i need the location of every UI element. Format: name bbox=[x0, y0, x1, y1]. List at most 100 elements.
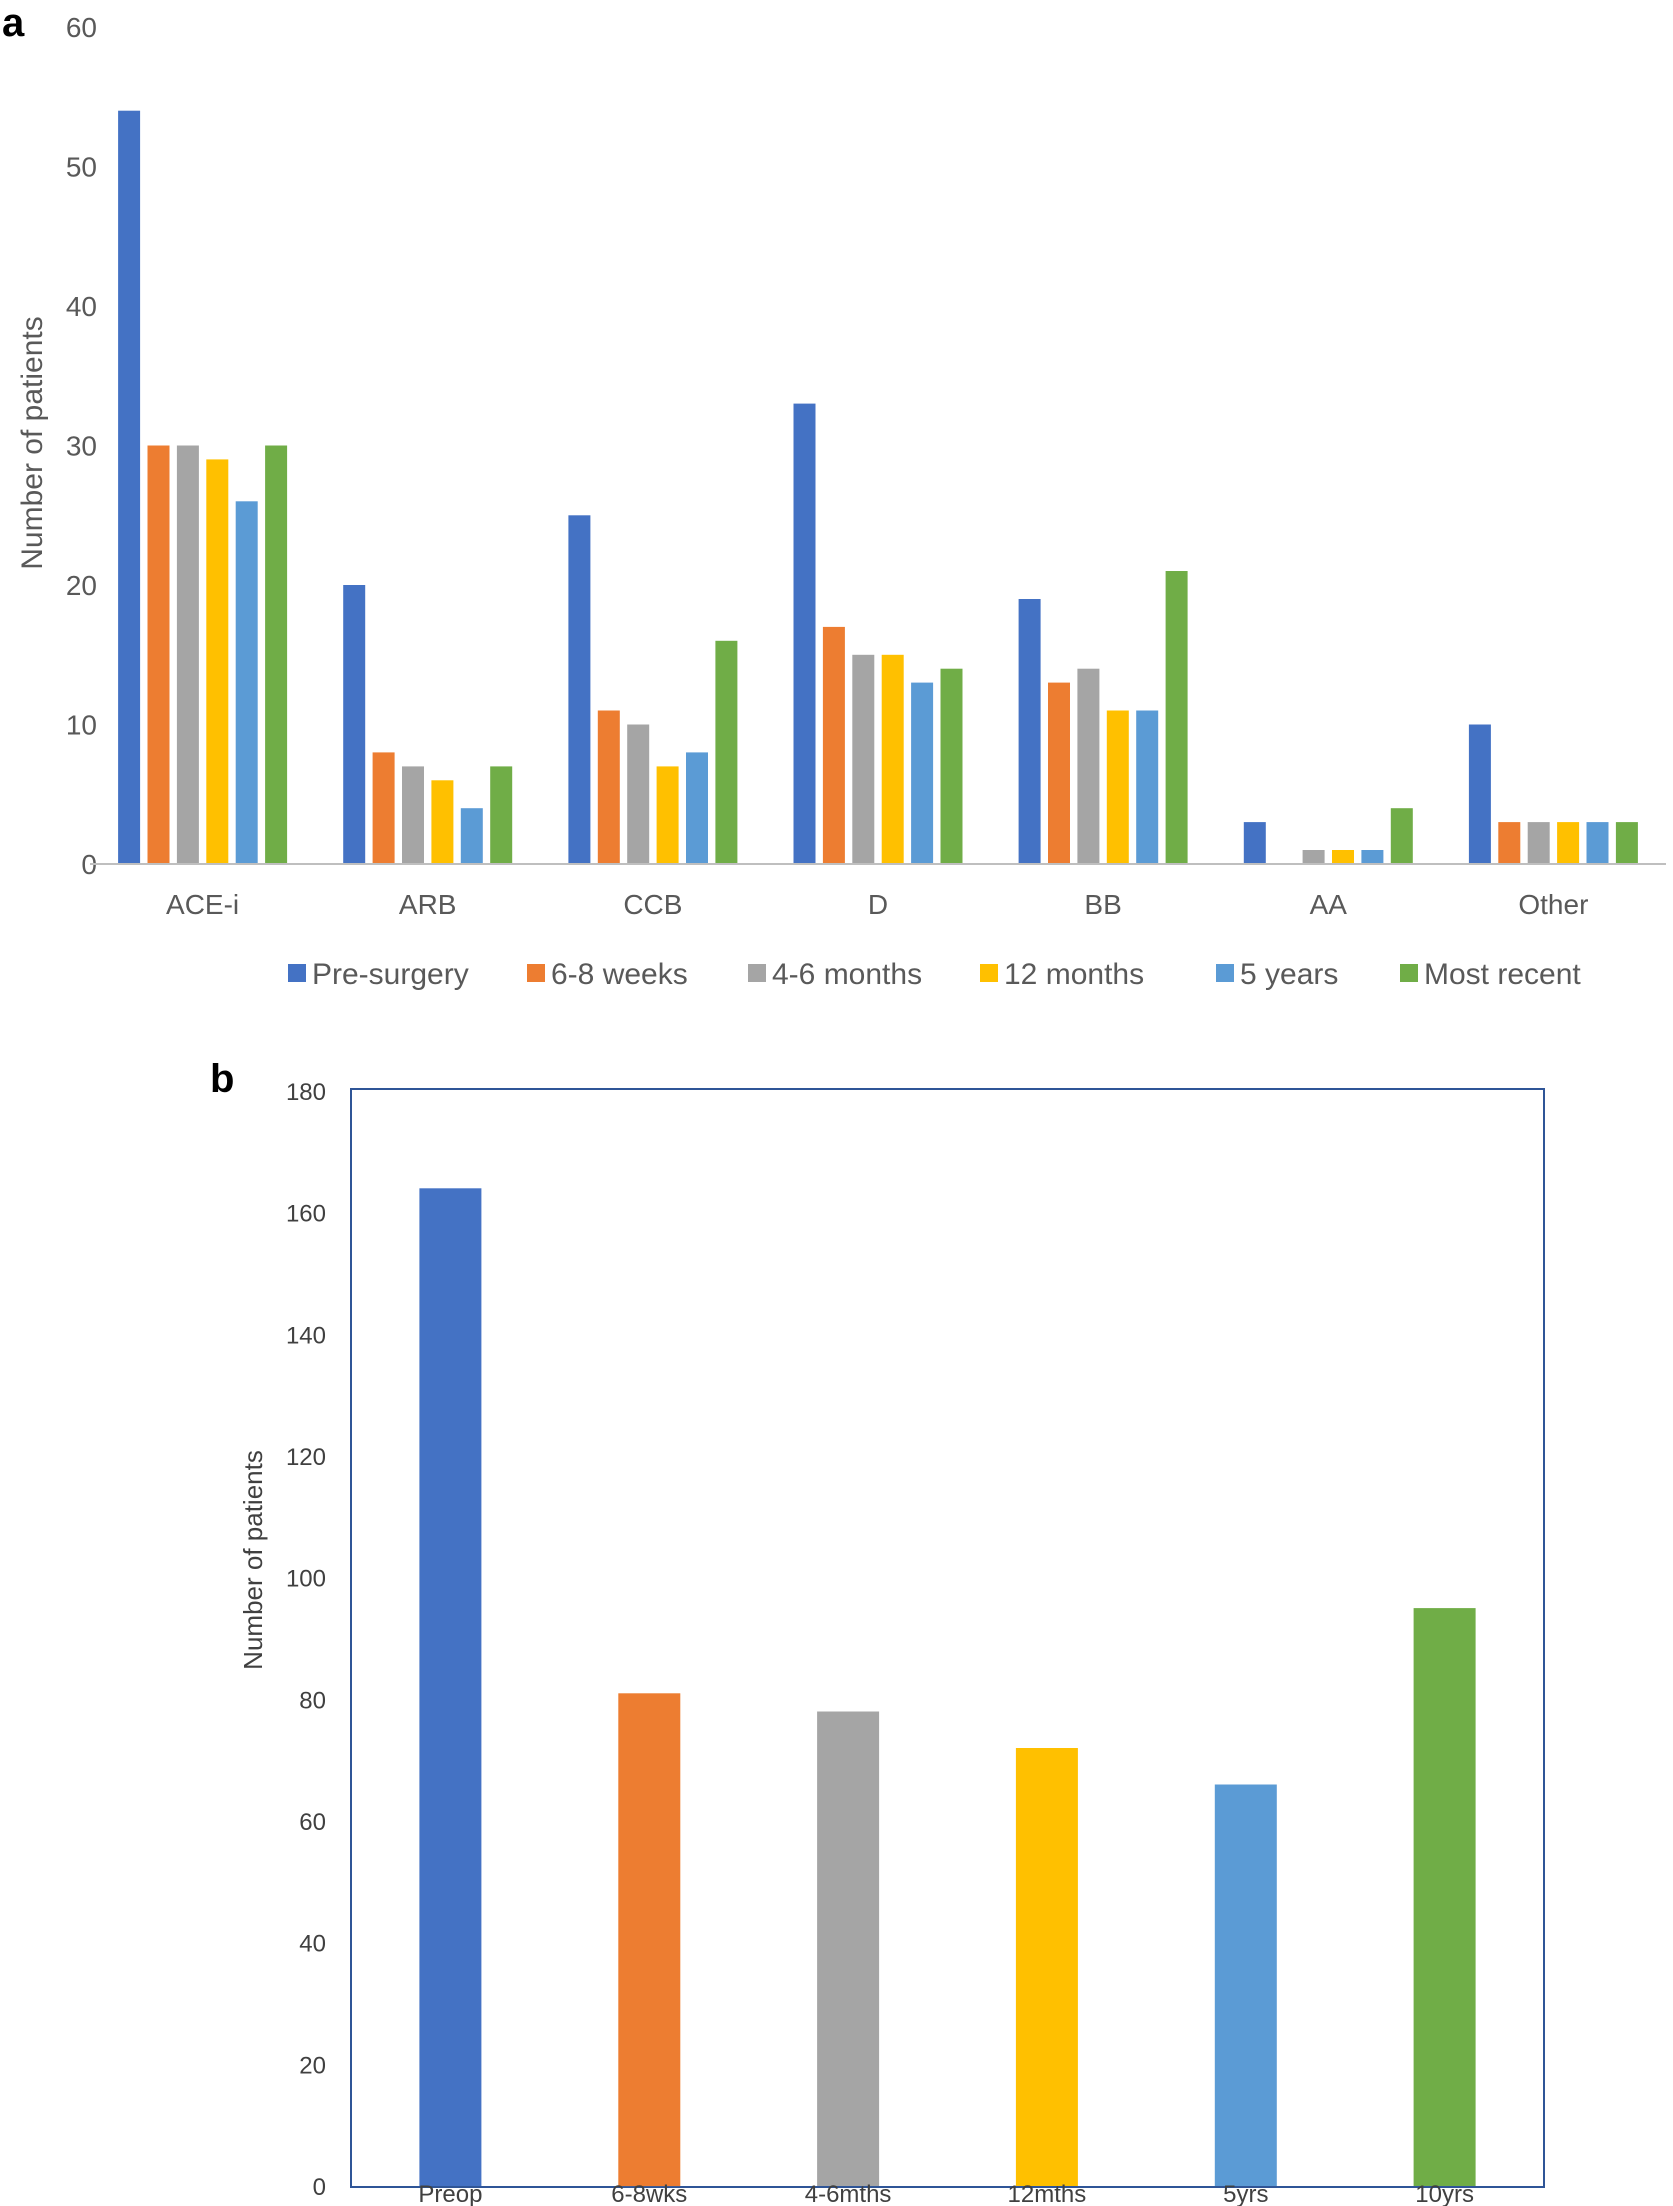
panel-b-bar bbox=[419, 1188, 482, 2186]
panel-a-legend-swatch bbox=[1216, 964, 1234, 982]
panel-a-bar bbox=[235, 501, 258, 864]
panel-a-legend-label: 12 months bbox=[1004, 958, 1144, 991]
panel-a-legend-label: 6-8 weeks bbox=[551, 958, 688, 991]
panel-a-bar bbox=[1557, 822, 1580, 864]
panel-b-x-labels: Preop 6-8wks 4-6mths 12mths 5yrs 10yrs bbox=[418, 2181, 1474, 2206]
panel-a-bar bbox=[852, 654, 875, 865]
panel-a-bar bbox=[1018, 599, 1041, 864]
panel-a-x-tick-label: ACE-i bbox=[166, 889, 239, 920]
panel-a-bar bbox=[1586, 822, 1609, 864]
panel-a-bar bbox=[147, 445, 170, 864]
panel-a-bars bbox=[118, 110, 1638, 865]
panel-a-bar bbox=[627, 724, 650, 864]
panel-b-bars bbox=[419, 1188, 1476, 2187]
panel-b-y-tick-label: 80 bbox=[299, 1687, 326, 1714]
panel-a-y-tick-label: 60 bbox=[66, 12, 97, 43]
panel-b-plot-frame bbox=[350, 1088, 1545, 2188]
panel-b-x-tick-label: 6-8wks bbox=[611, 2181, 687, 2206]
panel-a-bar bbox=[1390, 808, 1413, 864]
panel-a-bar bbox=[490, 766, 513, 864]
panel-b-bar bbox=[817, 1711, 880, 2186]
panel-a-bar bbox=[176, 445, 199, 864]
panel-a-bar bbox=[1468, 724, 1491, 864]
panel-a-bar bbox=[1243, 822, 1266, 864]
panel-a-bar bbox=[597, 710, 620, 864]
panel-a-bar bbox=[1498, 822, 1521, 864]
panel-b-y-axis-title: Number of patients bbox=[238, 1450, 268, 1670]
panel-a-x-labels: ACE-i ARB CCB D BB AA Other bbox=[166, 889, 1588, 920]
panel-a-legend-label: 4-6 months bbox=[772, 958, 922, 991]
panel-a-x-tick-label: BB bbox=[1084, 889, 1121, 920]
panel-b-x-tick-label: 12mths bbox=[1008, 2181, 1087, 2206]
panel-a-legend-label: Most recent bbox=[1424, 958, 1581, 991]
panel-a-bar bbox=[460, 808, 483, 864]
panel-a-bar bbox=[206, 459, 229, 864]
panel-a-bar bbox=[1077, 668, 1100, 864]
panel-a-x-tick-label: AA bbox=[1310, 889, 1348, 920]
panel-a-bar bbox=[1527, 822, 1550, 864]
panel-a-x-tick-label: ARB bbox=[399, 889, 457, 920]
panel-a-bar bbox=[265, 445, 288, 864]
panel-a-legend-swatch bbox=[288, 964, 306, 982]
panel-a-y-tick-label: 10 bbox=[66, 710, 97, 741]
panel-a-y-tick-label: 50 bbox=[66, 152, 97, 183]
panel-a-legend-swatch bbox=[527, 964, 545, 982]
panel-b-y-tick-label: 20 bbox=[299, 2052, 326, 2079]
panel-a-bar bbox=[568, 515, 591, 865]
panel-b-y-ticks: 0 20 40 60 80 100 120 140 160 180 bbox=[286, 1079, 326, 2201]
panel-a-legend-label: Pre-surgery bbox=[312, 958, 469, 991]
panel-a-y-tick-label: 30 bbox=[66, 431, 97, 462]
panel-b-bar bbox=[618, 1693, 681, 2187]
panel-a-y-tick-label: 20 bbox=[66, 570, 97, 601]
panel-a-bar bbox=[911, 682, 934, 864]
panel-a-bar bbox=[1136, 710, 1159, 864]
panel-a-label: a bbox=[2, 1, 25, 45]
panel-a-bar bbox=[881, 654, 904, 865]
panel-a-y-tick-label: 0 bbox=[81, 849, 97, 880]
panel-a-bar bbox=[402, 766, 424, 864]
panel-b-y-tick-label: 40 bbox=[299, 1931, 326, 1958]
panel-a-bar bbox=[715, 640, 738, 864]
panel-a-bar bbox=[686, 752, 708, 864]
panel-a-bar bbox=[118, 110, 141, 864]
panel-a-bar bbox=[1615, 822, 1638, 864]
panel-a-y-ticks: 0 10 20 30 40 50 60 bbox=[66, 12, 97, 880]
panel-a-bar bbox=[372, 752, 395, 864]
panel-a-bar bbox=[1165, 571, 1188, 864]
panel-b-x-tick-label: 10yrs bbox=[1415, 2181, 1474, 2206]
panel-a-x-tick-label: Other bbox=[1518, 889, 1588, 920]
panel-b-y-tick-label: 140 bbox=[286, 1322, 326, 1349]
panel-b-y-tick-label: 100 bbox=[286, 1566, 326, 1593]
panel-b-bar bbox=[1413, 1608, 1476, 2186]
panel-a-legend-swatch bbox=[980, 964, 998, 982]
panel-a-bar bbox=[822, 626, 845, 864]
panel-a-legend: Pre-surgery 6-8 weeks 4-6 months 12 months 5… bbox=[288, 958, 1581, 991]
panel-b-y-tick-label: 120 bbox=[286, 1444, 326, 1471]
panel-b-x-tick-label: 4-6mths bbox=[805, 2181, 892, 2206]
panel-b-y-tick-label: 60 bbox=[299, 1809, 326, 1836]
panel-b-x-tick-label: Preop bbox=[418, 2181, 482, 2206]
panel-a-legend-swatch bbox=[748, 964, 766, 982]
panel-a: a Number of patients 0 10 20 30 40 50 60 ACE-i… bbox=[2, 1, 1666, 991]
panel-a-bar bbox=[431, 780, 454, 864]
panel-a-x-tick-label: CCB bbox=[623, 889, 682, 920]
panel-a-y-tick-label: 40 bbox=[66, 291, 97, 322]
panel-b-label: b bbox=[210, 1057, 234, 1101]
panel-b-y-tick-label: 180 bbox=[286, 1079, 326, 1106]
panel-b-y-tick-label: 160 bbox=[286, 1201, 326, 1228]
panel-a-bar bbox=[1332, 850, 1354, 864]
panel-a-bar bbox=[1106, 710, 1129, 864]
panel-a-legend-swatch bbox=[1400, 964, 1418, 982]
panel-a-bar bbox=[343, 585, 366, 864]
panel-b: b Number of patients 0 20 40 60 80 100 120 140 1… bbox=[210, 1057, 1545, 2206]
panel-b-bar bbox=[1015, 1748, 1078, 2186]
panel-b-bar bbox=[1214, 1784, 1277, 2186]
panel-a-y-axis-title: Number of patients bbox=[16, 316, 49, 569]
panel-b-y-tick-label: 0 bbox=[313, 2174, 326, 2201]
panel-b-x-tick-label: 5yrs bbox=[1223, 2181, 1268, 2206]
panel-a-bar bbox=[1361, 850, 1384, 864]
panel-a-x-tick-label: D bbox=[868, 889, 888, 920]
panel-a-bar bbox=[1048, 682, 1070, 864]
panel-a-bar bbox=[656, 766, 679, 864]
